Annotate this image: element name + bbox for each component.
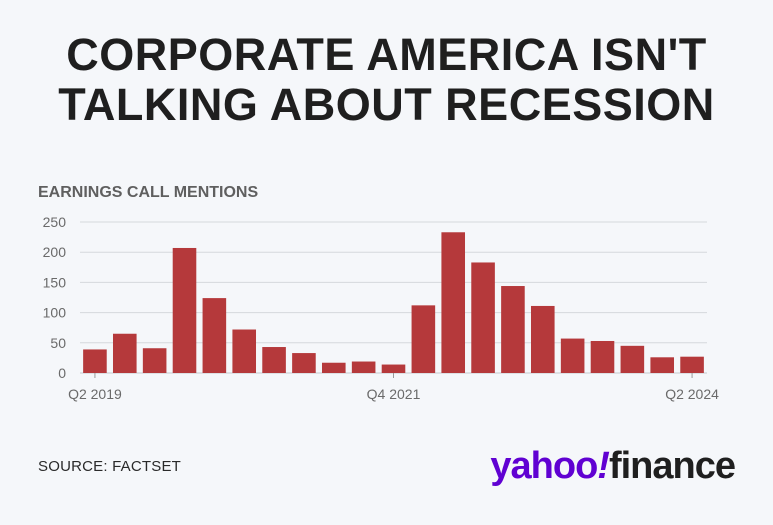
bar-q3-2022 bbox=[471, 262, 495, 373]
y-axis-ticks: 0 50 100 150 200 250 bbox=[43, 214, 67, 381]
logo-finance: finance bbox=[608, 445, 736, 487]
bar-q1-2023 bbox=[530, 305, 555, 373]
bar-q4-2021 bbox=[381, 364, 406, 373]
chart-title-line-1: CORPORATE AMERICA ISN'T bbox=[66, 29, 707, 80]
bar-q1-2021 bbox=[292, 353, 316, 373]
chart-subtitle: EARNINGS CALL MENTIONS bbox=[38, 184, 259, 201]
y-tick-label: 100 bbox=[43, 305, 67, 321]
y-tick-label: 0 bbox=[58, 365, 66, 381]
x-tick-label: Q2 2019 bbox=[68, 386, 122, 402]
bar-q1-2020 bbox=[172, 247, 197, 373]
bar-q2-2019 bbox=[83, 349, 107, 373]
bar-q2-2022 bbox=[441, 232, 466, 373]
bar-q4-2019 bbox=[142, 348, 167, 373]
bar-q4-2020 bbox=[262, 347, 286, 373]
yahoo-finance-logo: yahoo!finance bbox=[490, 444, 736, 488]
bar-q2-2020 bbox=[202, 298, 227, 373]
bar-chart: 0 50 100 150 200 250 Q2 2019 Q4 2021 Q2 2024 bbox=[43, 214, 719, 402]
x-tick-label: Q2 2024 bbox=[665, 386, 719, 402]
logo-exclamation: ! bbox=[597, 445, 610, 487]
bar-q4-2023 bbox=[620, 345, 645, 373]
bar-q2-2023 bbox=[560, 338, 585, 373]
chart-title-line-2: TALKING ABOUT RECESSION bbox=[58, 79, 715, 130]
bars bbox=[83, 232, 704, 373]
x-tick-label: Q4 2021 bbox=[367, 386, 421, 402]
y-tick-label: 50 bbox=[50, 335, 66, 351]
bar-q3-2020 bbox=[232, 329, 257, 373]
y-tick-label: 250 bbox=[43, 214, 67, 230]
chart-title: CORPORATE AMERICA ISN'T TALKING ABOUT RE… bbox=[0, 30, 773, 130]
bar-q3-2019 bbox=[112, 333, 137, 373]
bar-q1-2024 bbox=[650, 357, 675, 373]
y-tick-label: 150 bbox=[43, 274, 67, 290]
logo-yahoo: yahoo bbox=[490, 445, 598, 487]
bar-q3-2023 bbox=[590, 340, 615, 373]
y-tick-label: 200 bbox=[43, 244, 67, 260]
bar-q1-2022 bbox=[411, 305, 436, 373]
bar-q2-2021 bbox=[321, 362, 346, 373]
source-note: SOURCE: FACTSET bbox=[38, 458, 182, 475]
bar-q2-2024 bbox=[680, 356, 704, 373]
x-axis-ticks: Q2 2019 Q4 2021 Q2 2024 bbox=[68, 373, 719, 402]
bar-q3-2021 bbox=[351, 361, 376, 373]
bar-q4-2022 bbox=[501, 286, 525, 373]
